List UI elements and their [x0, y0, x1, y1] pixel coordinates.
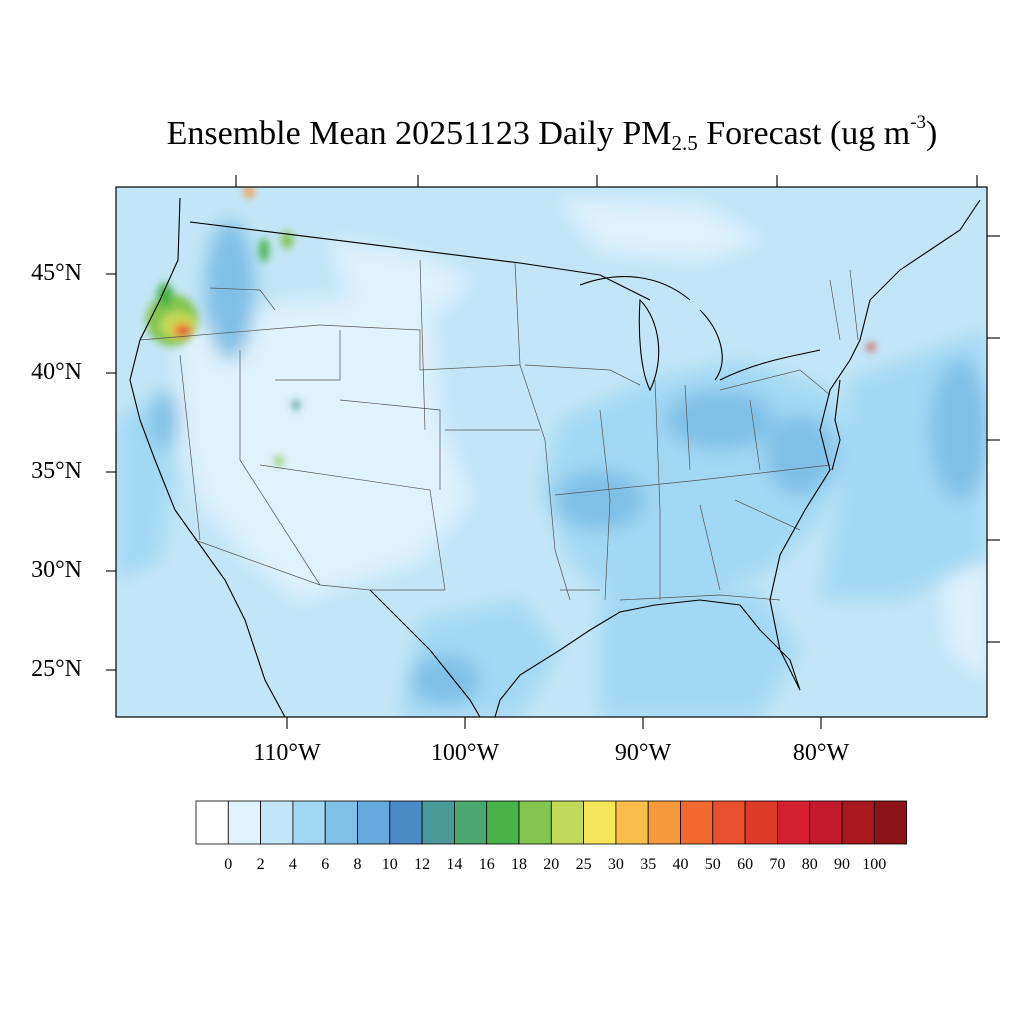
- colorbar-box: [357, 800, 391, 845]
- colorbar-box: [550, 800, 584, 845]
- coastlines: [129, 197, 981, 717]
- colorbar-label: 10: [381, 856, 398, 873]
- colorbar-box: [227, 800, 262, 845]
- colorbar-box: [195, 800, 229, 845]
- colorbar-box: [260, 800, 294, 845]
- lon-label-90w: 90°W: [614, 740, 672, 766]
- colorbar-box: [873, 800, 907, 845]
- lat-label-45n: 45°N: [31, 260, 82, 286]
- colorbar-label: 0: [224, 856, 233, 873]
- colorbar-box: [518, 800, 552, 845]
- map-title: Ensemble Mean 20251123 Daily PM2.5 Forec…: [166, 112, 938, 155]
- colorbar: [195, 800, 907, 845]
- lat-label-25n: 25°N: [31, 656, 82, 682]
- colorbar-label: 80: [801, 856, 818, 873]
- colorbar-box: [680, 800, 714, 845]
- axis-ticks: [106, 175, 1000, 729]
- colorbar-label: 18: [511, 856, 527, 873]
- lat-label-35n: 35°N: [31, 458, 82, 484]
- colorbar-box: [777, 800, 811, 845]
- lon-label-80w: 80°W: [792, 740, 850, 766]
- colorbar-box: [841, 800, 875, 845]
- colorbar-label: 12: [414, 856, 431, 873]
- concentration-field: [116, 187, 987, 717]
- colorbar-box: [324, 800, 358, 845]
- colorbar-label: 35: [640, 856, 657, 873]
- colorbar-label: 20: [543, 856, 560, 873]
- colorbar-label: 2: [256, 856, 265, 873]
- colorbar-box: [583, 800, 617, 845]
- colorbar-box: [486, 800, 520, 845]
- colorbar-label: 50: [704, 856, 721, 873]
- colorbar-label: 14: [446, 856, 463, 873]
- colorbar-box: [292, 800, 326, 845]
- colorbar-box: [453, 800, 488, 845]
- colorbar-label: 70: [769, 856, 786, 873]
- colorbar-box: [809, 800, 843, 845]
- colorbar-label: 90: [834, 856, 850, 873]
- colorbar-label: 6: [321, 856, 330, 873]
- colorbar-box: [744, 800, 778, 845]
- colorbar-box: [647, 800, 681, 845]
- colorbar-label: 40: [672, 856, 689, 873]
- colorbar-label: 25: [575, 856, 592, 873]
- colorbar-box: [615, 800, 649, 845]
- colorbar-label: 30: [607, 856, 624, 873]
- colorbar-label: 16: [478, 856, 495, 873]
- colorbar-label: 100: [862, 856, 887, 873]
- colorbar-label: 4: [288, 856, 297, 873]
- colorbar-label: 8: [353, 856, 362, 873]
- colorbar-label: 60: [737, 856, 754, 873]
- map-frame: [115, 186, 988, 718]
- lon-label-100w: 100°W: [430, 740, 500, 766]
- lon-label-110w: 110°W: [253, 740, 321, 766]
- colorbar-box: [421, 800, 455, 845]
- lat-label-30n: 30°N: [31, 557, 82, 583]
- colorbar-box: [389, 800, 423, 845]
- lat-label-40n: 40°N: [31, 359, 82, 385]
- colorbar-box: [712, 800, 746, 845]
